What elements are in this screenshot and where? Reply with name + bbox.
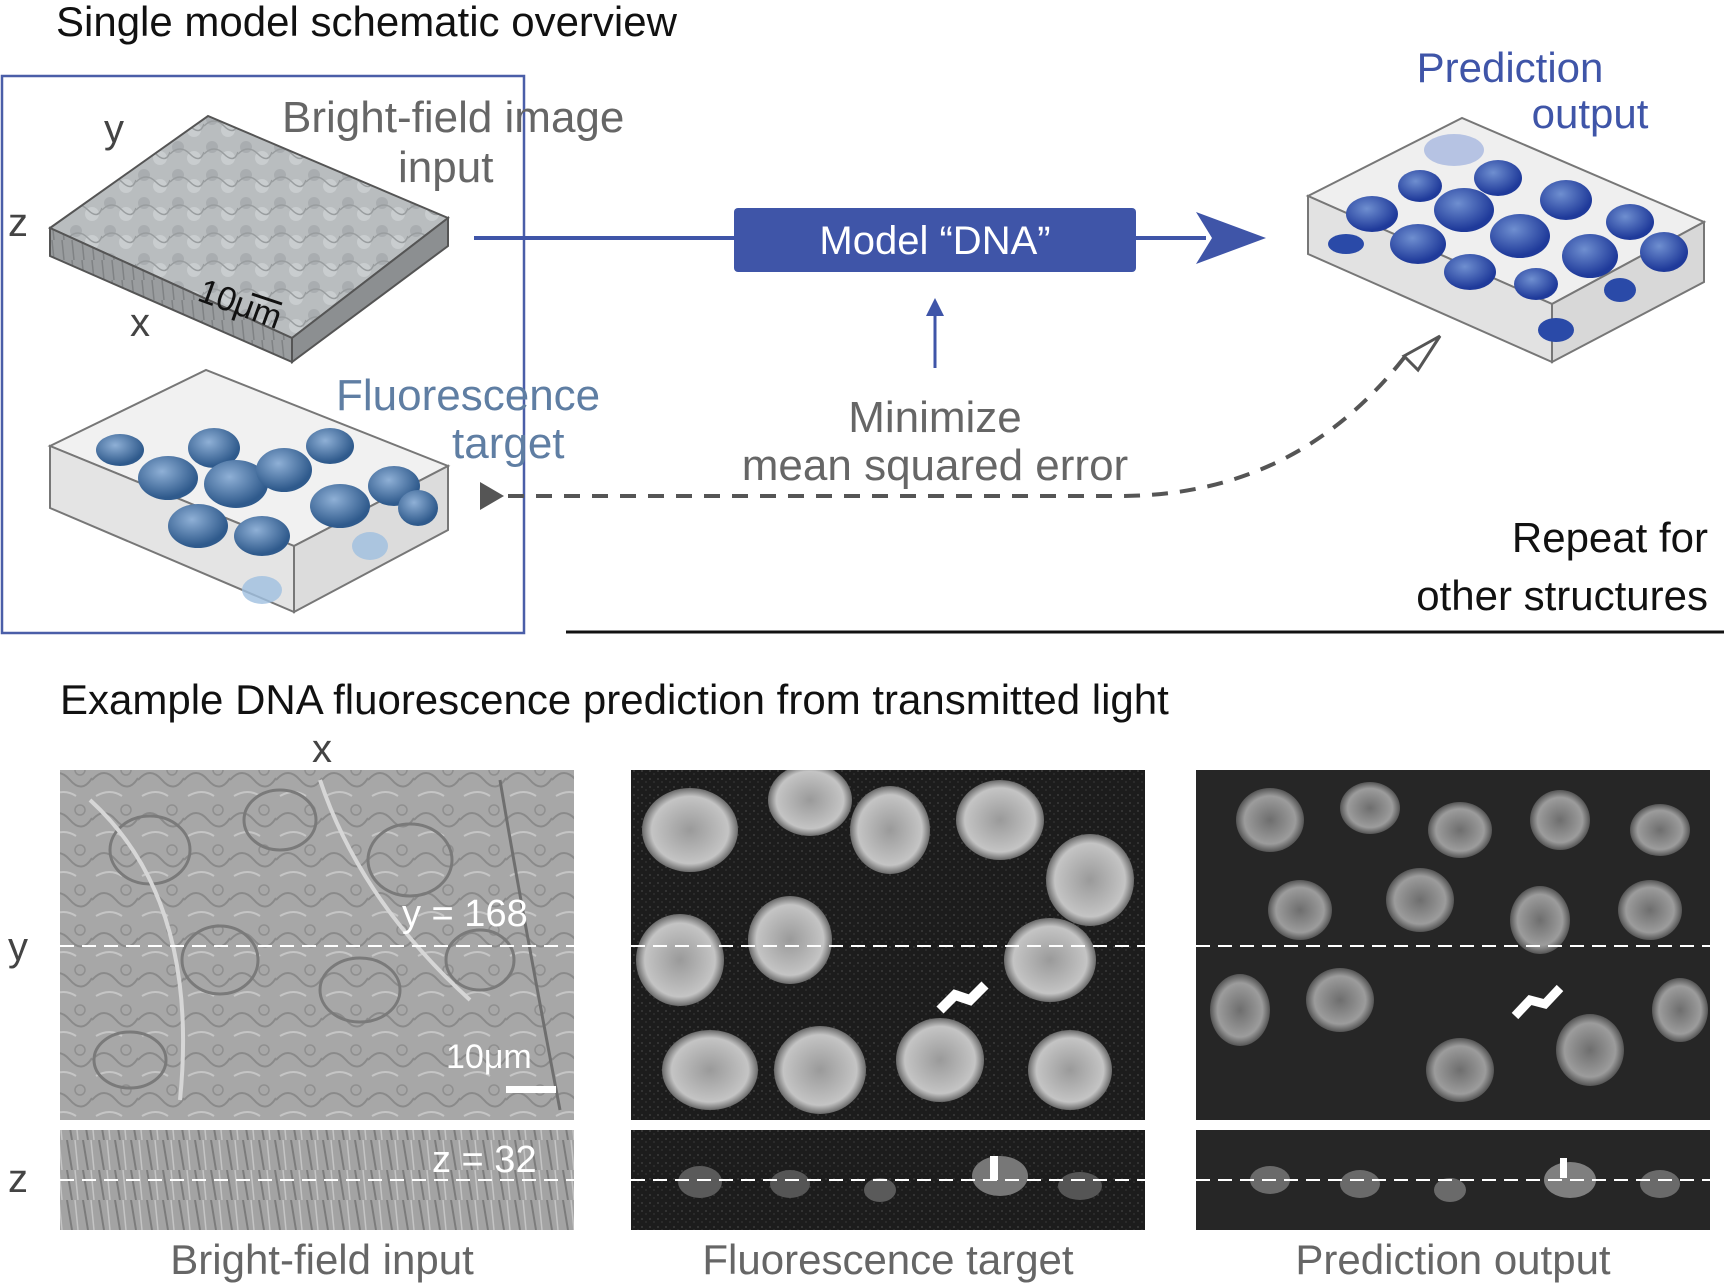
repeat-label-line2: other structures xyxy=(1416,572,1708,619)
model-box-label: Model “DNA” xyxy=(819,219,1050,263)
example-axis-y: y xyxy=(8,925,28,969)
fluorescence-block xyxy=(47,368,451,614)
example-axis-x: x xyxy=(312,727,332,771)
prediction-label-line2: output xyxy=(1532,90,1649,137)
schematic-scale-bar xyxy=(251,292,283,306)
brightfield-label-line1: Bright-field image xyxy=(282,93,624,142)
brightfield-block xyxy=(48,114,450,364)
example-title: Example DNA fluorescence prediction from… xyxy=(60,676,1169,723)
panel-caption-prediction: Prediction output xyxy=(1295,1236,1611,1283)
example-axis-z: z xyxy=(8,1157,28,1201)
model-box xyxy=(734,208,1136,272)
z-slice-label: z = 32 xyxy=(432,1139,537,1181)
fluorescence-label-line1: Fluorescence xyxy=(336,371,600,420)
dashed-arrow-head xyxy=(1401,334,1442,373)
minimize-label-line1: Minimize xyxy=(848,393,1022,442)
repeat-label-line1: Repeat for xyxy=(1512,514,1708,561)
dashed-arrow-start xyxy=(480,482,504,510)
dashed-comparison-path xyxy=(508,348,1412,498)
fluorescence-label-line2: target xyxy=(452,419,565,468)
prediction-label-line1: Prediction xyxy=(1417,44,1604,91)
schematic-title: Single model schematic overview xyxy=(56,0,678,45)
fluorescence-panel-xy xyxy=(631,770,1145,1120)
input-frame xyxy=(0,74,526,635)
brightfield-label-line2: input xyxy=(398,143,493,192)
schematic-axis-y: y xyxy=(104,107,124,151)
prediction-block xyxy=(1305,116,1707,364)
panel-scale-bar xyxy=(506,1086,556,1093)
y-slice-label: y = 168 xyxy=(402,893,528,935)
schematic-axis-x: x xyxy=(130,301,150,345)
panel-caption-fluorescence: Fluorescence target xyxy=(702,1236,1074,1283)
schematic-axis-z: z xyxy=(8,201,28,245)
panel-caption-brightfield: Bright-field input xyxy=(170,1236,474,1283)
output-arrow-head xyxy=(1196,212,1266,264)
panel-scale-label: 10μm xyxy=(446,1038,532,1076)
minimize-arrow-head xyxy=(926,298,944,316)
minimize-label-line2: mean squared error xyxy=(742,441,1128,490)
